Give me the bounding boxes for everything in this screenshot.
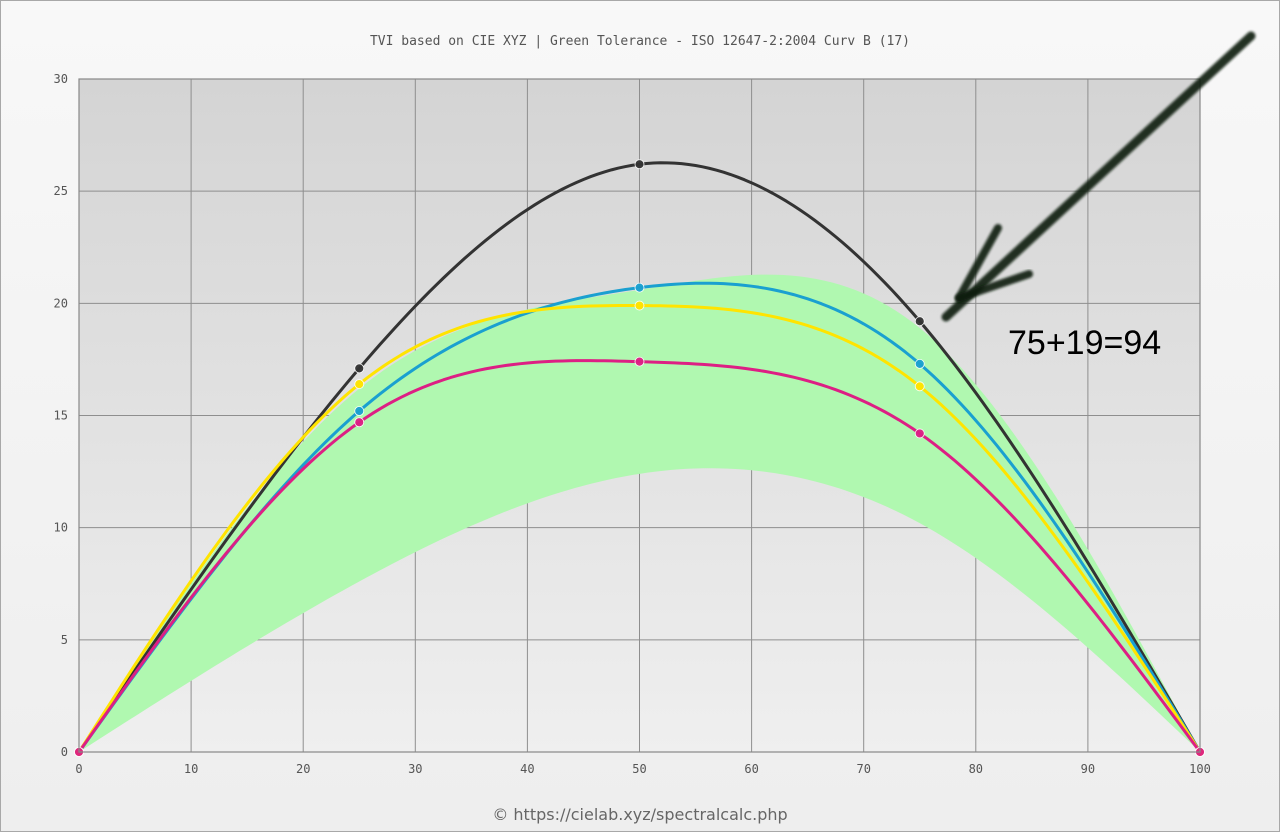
plot-border — [78, 78, 1201, 753]
y-tick-label: 20 — [54, 296, 68, 310]
x-tick-label: 60 — [744, 762, 758, 776]
series-3-point — [354, 379, 365, 389]
tolerance-band-area — [79, 274, 1200, 752]
y-tick-label: 30 — [54, 72, 68, 86]
chart-title: TVI based on CIE XYZ | Green Tolerance -… — [370, 34, 910, 49]
x-tick-label: 40 — [520, 762, 534, 776]
series-2-point — [914, 359, 925, 369]
arrow-down-left-icon — [941, 31, 1256, 322]
x-tick-label: 20 — [296, 762, 310, 776]
series-3-point — [634, 300, 645, 311]
footer-url: © https://cielab.xyz/spectralcalc.php — [492, 805, 787, 824]
x-axis-ticks: 0 10 20 30 40 50 60 70 80 90 100 — [75, 762, 1210, 776]
x-tick-label: 0 — [75, 762, 82, 776]
x-tick-label: 80 — [969, 762, 983, 776]
y-tick-label: 0 — [61, 745, 68, 759]
y-tick-label: 25 — [54, 184, 68, 198]
series-4-point — [634, 356, 645, 367]
y-tick-label: 5 — [61, 633, 68, 647]
x-tick-label: 30 — [408, 762, 422, 776]
series-4-point — [914, 428, 925, 439]
x-tick-label: 100 — [1189, 762, 1211, 776]
series-1-point — [634, 159, 645, 170]
y-axis-ticks: 0 5 10 15 20 25 30 — [54, 72, 68, 759]
x-tick-label: 50 — [632, 762, 646, 776]
tolerance-band — [79, 274, 1200, 752]
x-tick-label: 90 — [1081, 762, 1095, 776]
series-3-point — [914, 381, 925, 392]
series-1-point — [354, 363, 365, 374]
y-tick-label: 15 — [54, 409, 68, 423]
series-4-point — [354, 417, 365, 428]
series-points — [74, 159, 1205, 757]
annotation-text: 75+19=94 — [1008, 324, 1161, 362]
y-tick-label: 10 — [54, 521, 68, 535]
x-tick-label: 10 — [184, 762, 198, 776]
series-2-point — [354, 406, 365, 416]
x-tick-label: 70 — [856, 762, 870, 776]
series-2-point — [634, 282, 645, 293]
series-1-point — [914, 316, 925, 327]
